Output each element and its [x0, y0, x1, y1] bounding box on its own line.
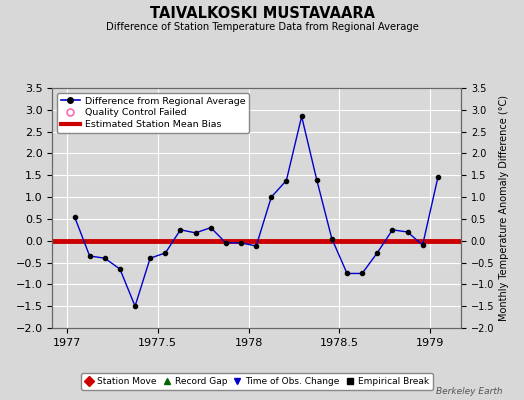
Text: Berkeley Earth: Berkeley Earth	[436, 387, 503, 396]
Legend: Station Move, Record Gap, Time of Obs. Change, Empirical Break: Station Move, Record Gap, Time of Obs. C…	[81, 373, 432, 390]
Text: Difference of Station Temperature Data from Regional Average: Difference of Station Temperature Data f…	[105, 22, 419, 32]
Y-axis label: Monthly Temperature Anomaly Difference (°C): Monthly Temperature Anomaly Difference (…	[498, 95, 508, 321]
Text: TAIVALKOSKI MUSTAVAARA: TAIVALKOSKI MUSTAVAARA	[149, 6, 375, 21]
